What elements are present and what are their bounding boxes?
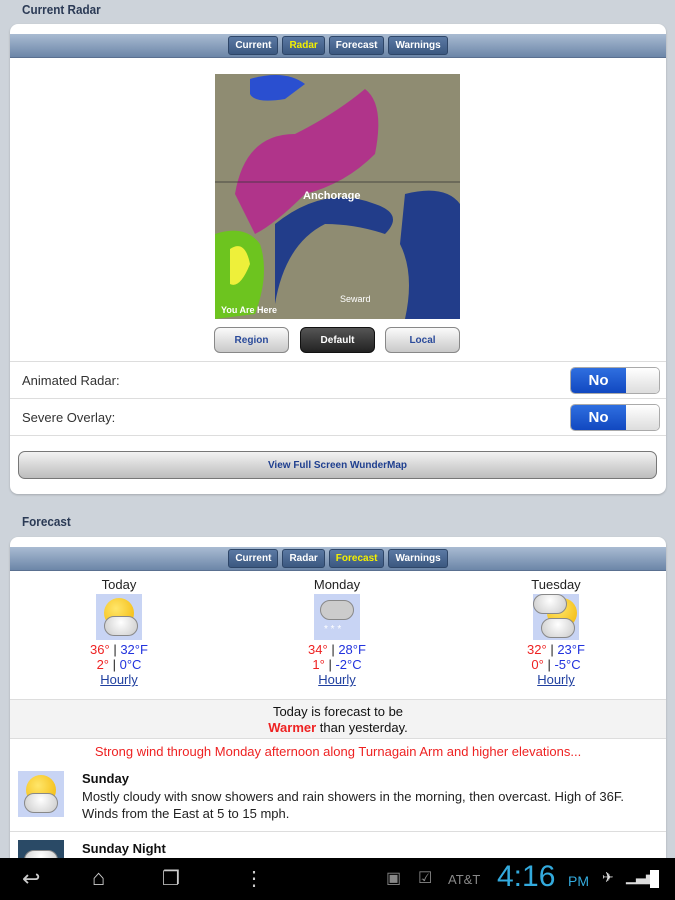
forecast-card: Current Radar Forecast Warnings Today 36…	[10, 537, 666, 867]
partly-cloudy-icon	[96, 594, 142, 640]
mostly-cloudy-icon	[533, 594, 579, 640]
recent-apps-icon[interactable]: ❐	[162, 868, 180, 890]
toggle-value: No	[571, 405, 626, 430]
default-button[interactable]: Default	[300, 327, 375, 353]
carrier-label: AT&T	[448, 872, 481, 887]
radar-section-title: Current Radar	[22, 2, 101, 17]
signal-icon: ▁▃▅	[626, 869, 656, 884]
hourly-link[interactable]: Hourly	[537, 672, 575, 687]
tab-forecast[interactable]: Forecast	[328, 549, 385, 568]
low-c: 0°C	[119, 657, 142, 672]
high-f: 36°	[90, 642, 110, 657]
high-c: 2°	[96, 657, 109, 672]
clock-ampm: PM	[568, 873, 589, 889]
sync-icon: ✈	[602, 869, 614, 885]
comparison-text: Today is forecast to be	[272, 704, 404, 719]
home-icon[interactable]: ⌂	[92, 865, 106, 890]
partly-cloudy-icon	[18, 771, 64, 817]
forecast-day-today: Today 36° | 32°F 2° | 0°C Hourly	[49, 577, 189, 687]
animated-radar-row: Animated Radar: No	[10, 361, 666, 398]
period-text: Mostly cloudy with snow showers and rain…	[82, 789, 624, 821]
divider	[10, 435, 666, 436]
toggle-knob	[626, 405, 659, 430]
hourly-link[interactable]: Hourly	[100, 672, 138, 687]
fullscreen-wundermap-button[interactable]: View Full Screen WunderMap	[18, 451, 657, 479]
tab-current[interactable]: Current	[228, 549, 279, 568]
clock-time: 4:16	[497, 860, 556, 893]
tab-warnings[interactable]: Warnings	[388, 549, 448, 568]
low-f: 23°F	[557, 642, 585, 657]
forecast-period-sunday: Sunday Mostly cloudy with snow showers a…	[10, 771, 666, 831]
map-label-seward: Seward	[340, 294, 371, 304]
tab-warnings[interactable]: Warnings	[388, 36, 448, 55]
menu-icon[interactable]: ⋮	[244, 868, 264, 890]
severe-overlay-label: Severe Overlay:	[22, 409, 116, 425]
radar-tabbar: Current Radar Forecast Warnings	[10, 34, 666, 58]
high-f: 32°	[527, 642, 547, 657]
forecast-tabbar: Current Radar Forecast Warnings	[10, 547, 666, 571]
snow-rain-icon: * * *	[314, 594, 360, 640]
animated-radar-label: Animated Radar:	[22, 372, 120, 388]
day-name: Today	[101, 577, 137, 592]
back-icon[interactable]: ↩	[22, 866, 41, 891]
tab-radar[interactable]: Radar	[282, 36, 325, 55]
forecast-day-tuesday: Tuesday 32° | 23°F 0° | -5°C Hourly	[486, 577, 626, 687]
radar-image	[215, 75, 460, 319]
comparison-suffix: than yesterday.	[316, 720, 408, 735]
high-f: 34°	[308, 642, 328, 657]
radar-card: Current Radar Forecast Warnings Anchorag…	[10, 24, 666, 494]
you-are-here-label: You Are Here	[221, 305, 278, 315]
toggle-knob	[626, 368, 659, 393]
tab-current[interactable]: Current	[228, 36, 279, 55]
animated-radar-toggle[interactable]: No	[570, 367, 660, 394]
local-button[interactable]: Local	[385, 327, 460, 353]
hourly-link[interactable]: Hourly	[318, 672, 356, 687]
temperature-comparison: Today is forecast to be Warmer than yest…	[10, 699, 666, 739]
period-title: Sunday	[82, 771, 129, 786]
day-name: Tuesday	[531, 577, 581, 592]
map-label-city: Anchorage	[303, 190, 361, 202]
weather-alert[interactable]: Strong wind through Monday afternoon alo…	[94, 744, 582, 759]
low-c: -5°C	[554, 657, 581, 672]
tab-forecast[interactable]: Forecast	[328, 36, 385, 55]
severe-overlay-toggle[interactable]: No	[570, 404, 660, 431]
shopping-bag-icon: ☑	[418, 870, 433, 887]
high-c: 0°	[531, 657, 544, 672]
radar-map[interactable]: Anchorage Seward You Are Here	[215, 74, 460, 319]
region-button[interactable]: Region	[214, 327, 289, 353]
period-title: Sunday Night	[82, 841, 166, 856]
system-navigation-bar: ↩ ⌂ ❐ ⋮ ▣ ☑ AT&T 4:16 PM ✈ ▁▃▅	[0, 858, 675, 900]
battery-icon	[650, 870, 659, 888]
low-f: 28°F	[338, 642, 366, 657]
low-c: -2°C	[335, 657, 362, 672]
comparison-word: Warmer	[268, 720, 317, 735]
forecast-day-monday: Monday * * * 34° | 28°F 1° | -2°C Hourly	[267, 577, 407, 687]
forecast-section-title: Forecast	[22, 514, 71, 529]
day-name: Monday	[313, 577, 361, 592]
toggle-value: No	[571, 368, 626, 393]
tab-radar[interactable]: Radar	[282, 549, 325, 568]
high-c: 1°	[312, 657, 325, 672]
low-f: 32°F	[120, 642, 148, 657]
severe-overlay-row: Severe Overlay: No	[10, 398, 666, 435]
gallery-icon: ▣	[386, 870, 402, 887]
